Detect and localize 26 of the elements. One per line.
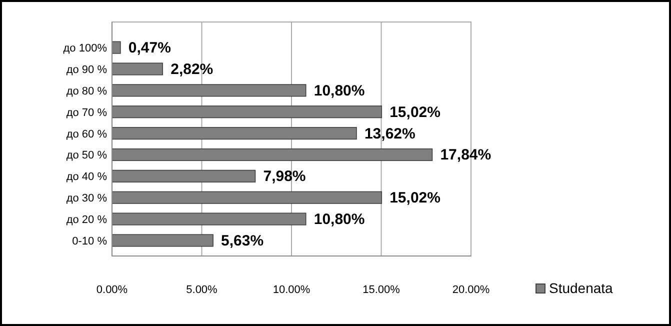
data-label: 10,80% xyxy=(314,82,365,100)
data-label: 5,63% xyxy=(221,232,264,250)
x-tick-label: 20.00% xyxy=(452,284,490,296)
y-tick-label: до 20 % xyxy=(66,214,108,226)
data-label: 10,80% xyxy=(314,211,365,228)
legend-label: Studenata xyxy=(549,280,614,296)
y-tick-label: 0-10 % xyxy=(72,235,108,248)
y-tick-label: до 40 % xyxy=(66,171,108,184)
data-label: 2,82% xyxy=(170,60,214,78)
data-label: 0,47% xyxy=(128,40,171,57)
y-tick-label: до 90 % xyxy=(66,64,108,76)
y-tick-label: до 30 % xyxy=(66,192,108,205)
y-tick-label: до 80 % xyxy=(66,85,108,98)
x-tick-label: 0.00% xyxy=(96,284,128,296)
y-tick-label: до 50 % xyxy=(66,150,108,162)
x-tick-label: 5.00% xyxy=(186,284,218,296)
x-tick-label: 15.00% xyxy=(362,284,400,296)
data-label: 15,02% xyxy=(390,190,440,207)
y-tick-label: до 70 % xyxy=(66,106,108,119)
y-tick-label: до 60 % xyxy=(66,128,108,140)
data-label: 17,84% xyxy=(440,146,492,164)
data-label: 15,02% xyxy=(390,104,440,121)
data-label: 7,98% xyxy=(263,168,306,186)
x-tick-label: 10.00% xyxy=(272,284,310,296)
y-tick-label: до 100% xyxy=(63,42,108,55)
data-label: 13,62% xyxy=(364,125,416,142)
